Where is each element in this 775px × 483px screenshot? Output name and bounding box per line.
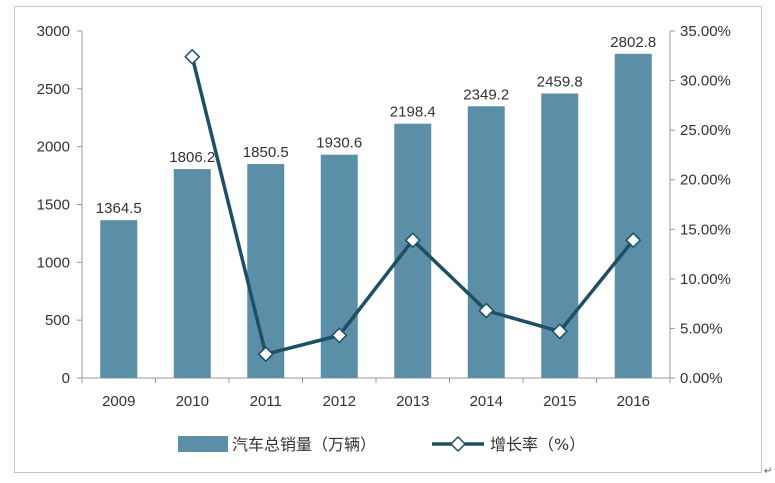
x-tick-label: 2011: [250, 393, 282, 410]
x-tick-label: 2013: [396, 393, 429, 410]
bar: [467, 106, 505, 378]
legend-label-growth: 增长率（%）: [490, 435, 585, 454]
bar: [173, 169, 211, 378]
y-right-tick-label: 5.00%: [680, 320, 723, 337]
growth-rate-point: [625, 232, 642, 249]
x-tick-label: 2009: [102, 393, 135, 410]
legend-label-sales: 汽车总销量（万辆）: [232, 435, 376, 454]
return-mark-icon: ↵: [764, 466, 773, 477]
y-left-tick-label: 2000: [37, 139, 70, 156]
bar-data-label: 2802.8: [610, 34, 656, 51]
bar-data-label: 1364.5: [96, 200, 142, 217]
y-left-tick-label: 1500: [37, 197, 70, 214]
x-tick-label: 2014: [470, 393, 503, 410]
y-left-tick-label: 3000: [37, 23, 70, 40]
y-right-tick-label: 25.00%: [680, 122, 731, 139]
x-tick-label: 2015: [543, 393, 576, 410]
y-right-tick-label: 35.00%: [680, 23, 731, 40]
y-right-tick-label: 10.00%: [680, 271, 731, 288]
bar-data-label: 2459.8: [537, 73, 583, 90]
bar-data-label: 1850.5: [243, 144, 289, 161]
bar-data-label: 1806.2: [169, 149, 215, 166]
y-right-tick-label: 30.00%: [680, 73, 731, 90]
bar: [614, 53, 652, 378]
bar: [100, 220, 138, 378]
growth-rate-point: [478, 302, 495, 319]
y-right-tick-label: 15.00%: [680, 221, 731, 238]
bar-data-label: 2349.2: [463, 86, 509, 103]
x-tick-label: 2012: [323, 393, 356, 410]
y-left-tick-label: 500: [45, 312, 70, 329]
legend-marker-growth: [449, 435, 467, 453]
growth-rate-point: [257, 346, 274, 363]
y-left-tick-label: 1000: [37, 254, 70, 271]
y-left-tick-label: 0: [62, 370, 70, 387]
bar: [320, 154, 358, 378]
x-tick-label: 2010: [176, 393, 209, 410]
bar: [247, 163, 285, 378]
bar-data-label: 2198.4: [390, 104, 436, 121]
y-right-tick-label: 0.00%: [680, 370, 723, 387]
growth-rate-point: [551, 323, 568, 340]
legend-swatch-sales: [178, 436, 228, 452]
y-right-tick-label: 20.00%: [680, 172, 731, 189]
bar-data-label: 1930.6: [316, 135, 362, 152]
growth-rate-point: [331, 327, 348, 344]
growth-rate-point: [404, 232, 421, 249]
growth-rate-point: [184, 48, 201, 65]
x-tick-label: 2016: [617, 393, 650, 410]
y-left-tick-label: 2500: [37, 81, 70, 98]
